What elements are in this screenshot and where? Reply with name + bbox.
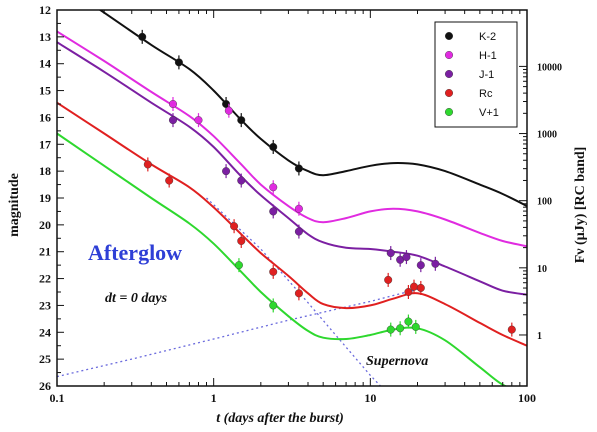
dt-label: dt = 0 days — [105, 291, 168, 306]
y-tick-label: 23 — [39, 298, 51, 312]
legend-marker-h-1 — [445, 51, 454, 60]
y-axis-title: magnitude — [7, 173, 22, 237]
y-tick-label: 22 — [39, 272, 51, 286]
model-curve-rc — [57, 101, 527, 347]
legend: K-2 H-1 J-1 Rc V+1 — [434, 21, 518, 128]
y2-axis-title: Fν (µJy) [RC band] — [573, 147, 588, 264]
y2-tick-label: 100 — [537, 197, 552, 208]
data-point-h-1 — [294, 204, 303, 213]
legend-label-k-2: K-2 — [479, 31, 496, 43]
data-point-rc — [230, 222, 239, 231]
data-point-v-1 — [269, 301, 278, 310]
legend-marker-v-1 — [445, 107, 454, 116]
data-point-j-1 — [294, 227, 303, 236]
data-point-j-1 — [431, 259, 440, 268]
data-point-v-1 — [234, 261, 243, 270]
dotted-component-line — [57, 288, 418, 378]
legend-label-rc: Rc — [479, 88, 493, 100]
data-point-k-2 — [222, 99, 231, 108]
y-tick-label: 16 — [39, 110, 51, 124]
y2-tick-label: 10000 — [537, 62, 562, 73]
y-tick-label: 17 — [39, 137, 51, 151]
y-tick-label: 20 — [39, 218, 51, 232]
data-point-j-1 — [222, 167, 231, 176]
y-tick-label: 19 — [39, 191, 51, 205]
supernova-label: Supernova — [366, 354, 428, 369]
data-point-k-2 — [269, 142, 278, 151]
y2-tick-label: 1000 — [537, 130, 557, 141]
data-point-h-1 — [194, 116, 203, 125]
legend-marker-k-2 — [445, 32, 454, 41]
data-point-h-1 — [224, 106, 233, 115]
model-components — [57, 197, 418, 386]
model-curve-v-1 — [57, 132, 508, 386]
x-axis-title: t (days after the burst) — [216, 411, 344, 426]
data-point-rc — [384, 275, 393, 284]
data-point-h-1 — [168, 99, 177, 108]
data-point-v-1 — [411, 322, 420, 331]
model-curves — [57, 10, 527, 386]
model-curve-h-1 — [57, 30, 527, 248]
data-point-rc — [404, 288, 413, 297]
legend-marker-j-1 — [445, 69, 454, 78]
y2-tick-label: 10 — [537, 264, 547, 275]
data-point-v-1 — [404, 317, 413, 326]
data-point-rc — [143, 160, 152, 169]
x-tick-label: 10 — [364, 391, 376, 405]
data-point-v-1 — [386, 325, 395, 334]
legend-marker-rc — [445, 88, 454, 97]
afterglow-label: Afterglow — [88, 240, 182, 265]
y2-tick-label: 1 — [537, 331, 542, 342]
data-point-k-2 — [237, 116, 246, 125]
data-point-j-1 — [269, 207, 278, 216]
data-point-k-2 — [174, 58, 183, 67]
data-point-h-1 — [269, 183, 278, 192]
legend-label-j-1: J-1 — [479, 69, 494, 81]
y-tick-label: 14 — [39, 57, 51, 71]
data-point-j-1 — [237, 176, 246, 185]
dotted-component-line — [206, 197, 382, 386]
data-point-rc — [416, 283, 425, 292]
data-point-rc — [294, 289, 303, 298]
data-point-k-2 — [138, 32, 147, 41]
model-curve-j-1 — [57, 41, 527, 296]
x-tick-label: 100 — [518, 391, 536, 405]
data-point-k-2 — [294, 164, 303, 173]
y-tick-label: 15 — [39, 84, 51, 98]
data-point-rc — [237, 236, 246, 245]
data-point-j-1 — [416, 261, 425, 270]
y-tick-label: 24 — [39, 325, 51, 339]
x-tick-label: 0.1 — [50, 391, 65, 405]
model-curve-k-2 — [98, 10, 527, 207]
y-tick-label: 21 — [39, 245, 51, 259]
y-tick-label: 13 — [39, 30, 51, 44]
data-point-rc — [410, 282, 419, 291]
data-point-j-1 — [386, 249, 395, 258]
legend-label-h-1: H-1 — [479, 50, 497, 62]
data-point-j-1 — [168, 116, 177, 125]
data-points — [138, 29, 516, 337]
data-point-rc — [165, 176, 174, 185]
y-tick-label: 25 — [39, 352, 51, 366]
data-point-j-1 — [402, 253, 411, 262]
y-tick-label: 18 — [39, 164, 51, 178]
axes: 0.1 1 10 100 12 13 14 15 16 17 18 19 20 21 22 23 24 25 26 1… — [39, 3, 562, 405]
legend-label-v-1: V+1 — [479, 107, 499, 119]
data-point-rc — [269, 267, 278, 276]
y-tick-label: 12 — [39, 3, 51, 17]
y-tick-label: 26 — [39, 379, 51, 393]
data-point-v-1 — [396, 324, 405, 333]
x-tick-label: 1 — [211, 391, 217, 405]
data-point-rc — [507, 325, 516, 334]
